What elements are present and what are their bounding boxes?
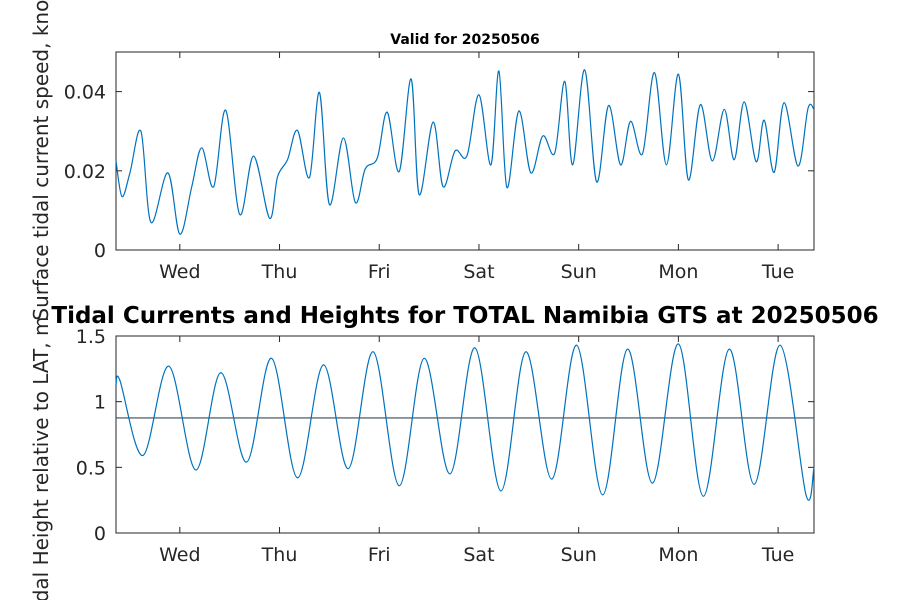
x-tick-label: Wed	[159, 544, 200, 566]
y-tick-label: 0.02	[64, 161, 106, 183]
x-tick-label: Sun	[561, 544, 597, 566]
current-speed-panel: Wed Thu Fri Sat Sun Mon Tue 0 0.02 0.04 Valid fo…	[29, 0, 815, 321]
x-tick-label: Wed	[159, 261, 200, 283]
current-speed-line	[115, 69, 815, 235]
x-tick-label: Sat	[463, 544, 494, 566]
y-axis-label: Surface tidal current speed, knots	[29, 0, 53, 321]
y-ticks: 0 0.02 0.04	[64, 82, 814, 262]
x-tick-label: Sat	[463, 261, 494, 283]
x-tick-label: Mon	[658, 261, 698, 283]
y-tick-label: 0	[94, 240, 106, 262]
x-ticks: Wed Thu Fri Sat Sun Mon Tue	[159, 52, 794, 283]
tidal-height-panel: Wed Thu Fri Sat Sun Mon Tue 0 0.5 1 1.5 Tidal Hei…	[29, 303, 879, 600]
x-tick-label: Thu	[261, 544, 298, 566]
x-tick-label: Tue	[761, 261, 794, 283]
x-tick-label: Tue	[761, 544, 794, 566]
x-tick-label: Thu	[261, 261, 298, 283]
y-axis-label: Tidal Height relative to LAT, m	[29, 317, 53, 600]
chart-title: Tidal Currents and Heights for TOTAL Nam…	[51, 303, 878, 329]
y-tick-label: 0	[94, 523, 106, 545]
y-tick-label: 0.04	[64, 82, 106, 104]
tidal-height-line	[115, 343, 815, 501]
y-tick-label: 0.5	[76, 457, 106, 479]
x-tick-label: Sun	[561, 261, 597, 283]
x-ticks: Wed Thu Fri Sat Sun Mon Tue	[159, 336, 794, 566]
plot-area-frame	[115, 51, 815, 251]
y-tick-label: 1	[94, 392, 106, 414]
y-tick-label: 1.5	[76, 326, 106, 348]
x-tick-label: Mon	[658, 544, 698, 566]
chart-title: Valid for 20250506	[390, 32, 539, 48]
y-ticks: 0 0.5 1 1.5	[76, 326, 814, 545]
x-tick-label: Fri	[368, 261, 391, 283]
x-tick-label: Fri	[368, 544, 391, 566]
plot-area-frame	[115, 335, 815, 534]
